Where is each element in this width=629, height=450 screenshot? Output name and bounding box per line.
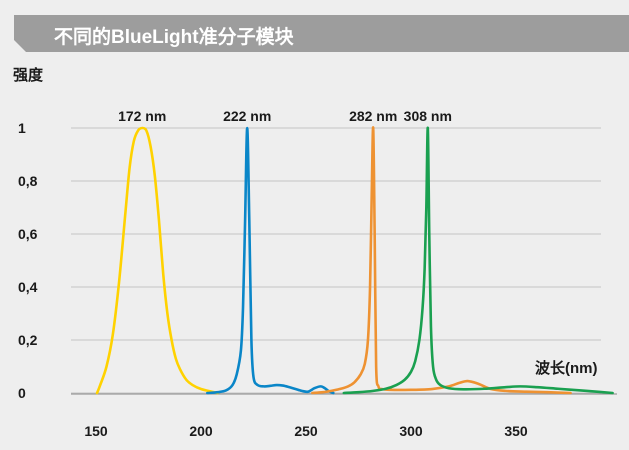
x-axis-label: 波长(nm) bbox=[535, 359, 598, 377]
series-group bbox=[95, 126, 614, 395]
series-line-4 bbox=[342, 126, 614, 395]
series-line-1 bbox=[95, 126, 220, 395]
series-line-3 bbox=[311, 126, 572, 395]
chart-title: 不同的BlueLight准分子模块 bbox=[54, 27, 294, 48]
y-tick-label: 0,8 bbox=[18, 173, 38, 189]
series-line-2 bbox=[206, 126, 335, 395]
peak-annotations: 172 nm 222 nm 282 nm 308 nm bbox=[118, 108, 452, 124]
y-axis-label: 强度 bbox=[13, 66, 44, 84]
peak-label: 308 nm bbox=[404, 108, 452, 124]
tick-labels: 0 0,2 0,4 0,6 0,8 1 150 200 250 300 350 bbox=[18, 120, 528, 439]
y-tick-label: 0 bbox=[18, 385, 26, 401]
x-tick-label: 150 bbox=[84, 423, 108, 439]
y-tick-label: 1 bbox=[18, 120, 26, 136]
peak-label: 172 nm bbox=[118, 108, 166, 124]
x-tick-label: 200 bbox=[189, 423, 213, 439]
y-tick-label: 0,2 bbox=[18, 332, 38, 348]
y-tick-label: 0,4 bbox=[18, 279, 38, 295]
title-bar: 不同的BlueLight准分子模块 bbox=[14, 15, 629, 52]
x-tick-label: 300 bbox=[399, 423, 423, 439]
x-tick-label: 250 bbox=[294, 423, 318, 439]
y-tick-label: 0,6 bbox=[18, 226, 38, 242]
x-tick-label: 350 bbox=[504, 423, 528, 439]
grid-lines bbox=[71, 127, 601, 394]
peak-label: 282 nm bbox=[349, 108, 397, 124]
peak-label: 222 nm bbox=[223, 108, 271, 124]
